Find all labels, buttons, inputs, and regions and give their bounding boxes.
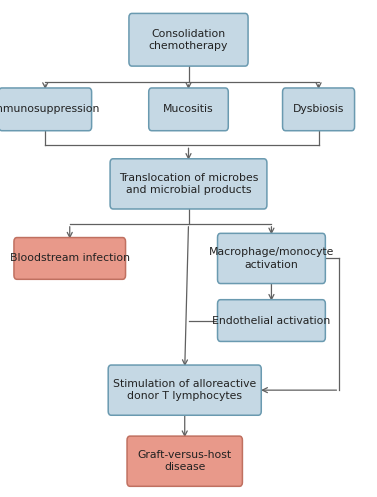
Text: Stimulation of alloreactive
donor T lymphocytes: Stimulation of alloreactive donor T lymp… <box>113 379 256 402</box>
Text: Bloodstream infection: Bloodstream infection <box>10 253 130 263</box>
FancyBboxPatch shape <box>129 13 248 66</box>
Text: Macrophage/monocyte
activation: Macrophage/monocyte activation <box>209 247 334 270</box>
FancyBboxPatch shape <box>14 238 126 279</box>
FancyBboxPatch shape <box>108 365 261 415</box>
Text: Graft-versus-host
disease: Graft-versus-host disease <box>138 450 232 473</box>
Text: Translocation of microbes
and microbial products: Translocation of microbes and microbial … <box>119 172 258 195</box>
FancyBboxPatch shape <box>110 159 267 209</box>
FancyBboxPatch shape <box>0 88 92 131</box>
FancyBboxPatch shape <box>282 88 354 131</box>
Text: Mucositis: Mucositis <box>163 104 214 114</box>
Text: Consolidation
chemotherapy: Consolidation chemotherapy <box>149 28 228 51</box>
FancyBboxPatch shape <box>149 88 228 131</box>
Text: Immunosuppression: Immunosuppression <box>0 104 100 114</box>
FancyBboxPatch shape <box>127 436 242 486</box>
FancyBboxPatch shape <box>218 300 325 341</box>
Text: Endothelial activation: Endothelial activation <box>212 316 331 326</box>
Text: Dysbiosis: Dysbiosis <box>293 104 344 114</box>
FancyBboxPatch shape <box>218 233 325 283</box>
